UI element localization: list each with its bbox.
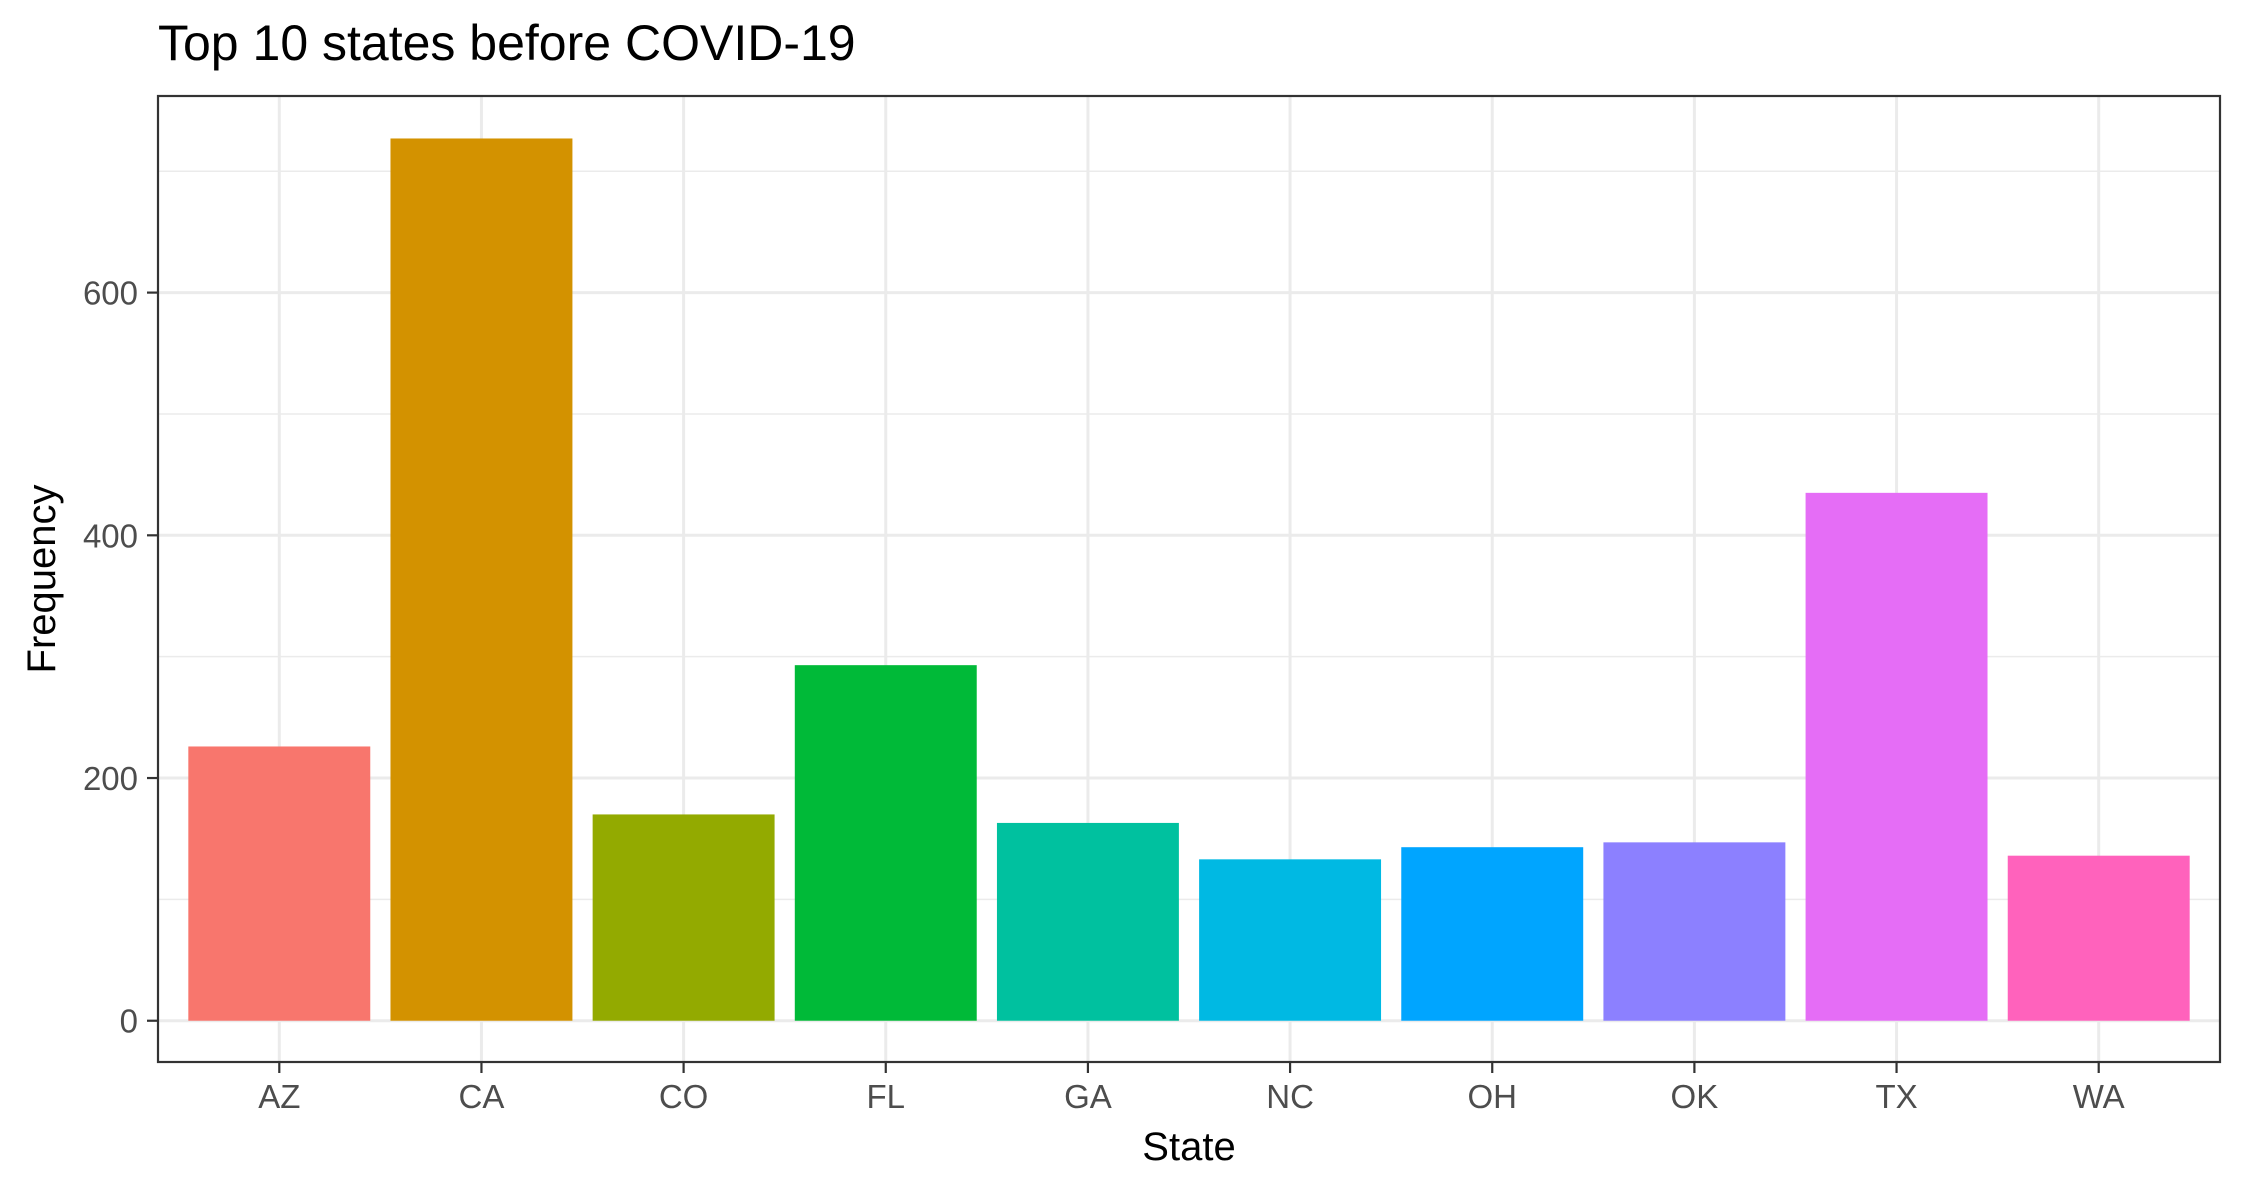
y-tick-label: 600 (83, 275, 138, 312)
x-tick-label-nc: NC (1266, 1078, 1314, 1115)
bar-oh (1401, 847, 1584, 1021)
y-tick-label: 200 (83, 760, 138, 797)
x-tick-label-co: CO (659, 1078, 709, 1115)
y-tick-label: 0 (120, 1003, 138, 1040)
x-tick-label-wa: WA (2073, 1078, 2125, 1115)
bar-wa (2007, 855, 2190, 1021)
panel-border (156, 94, 2222, 1064)
bar-co (592, 814, 775, 1021)
bar-nc (1199, 859, 1382, 1021)
x-axis-title: State (1142, 1125, 1235, 1169)
x-tick-label-tx: TX (1875, 1078, 1917, 1115)
bar-tx (1805, 492, 1988, 1021)
bar-ca (390, 138, 573, 1021)
x-tick-label-oh: OH (1467, 1078, 1517, 1115)
y-tick-label: 400 (83, 517, 138, 554)
y-axis: 0 200 400 600 (83, 275, 158, 1040)
bars-layer (188, 138, 2190, 1021)
x-tick-label-ga: GA (1064, 1078, 1112, 1115)
bar-az (188, 746, 371, 1021)
x-tick-label-ok: OK (1671, 1078, 1719, 1115)
bar-ga (996, 822, 1179, 1021)
x-tick-label-az: AZ (258, 1078, 300, 1115)
chart-title: Top 10 states before COVID-19 (158, 15, 856, 71)
x-tick-label-fl: FL (867, 1078, 906, 1115)
x-axis: AZ CA CO FL GA NC OH OK TX WA (258, 1062, 2125, 1115)
x-tick-label-ca: CA (459, 1078, 505, 1115)
y-axis-title: Frequency (20, 485, 64, 674)
bar-fl (794, 665, 977, 1021)
bar-ok (1603, 842, 1786, 1021)
